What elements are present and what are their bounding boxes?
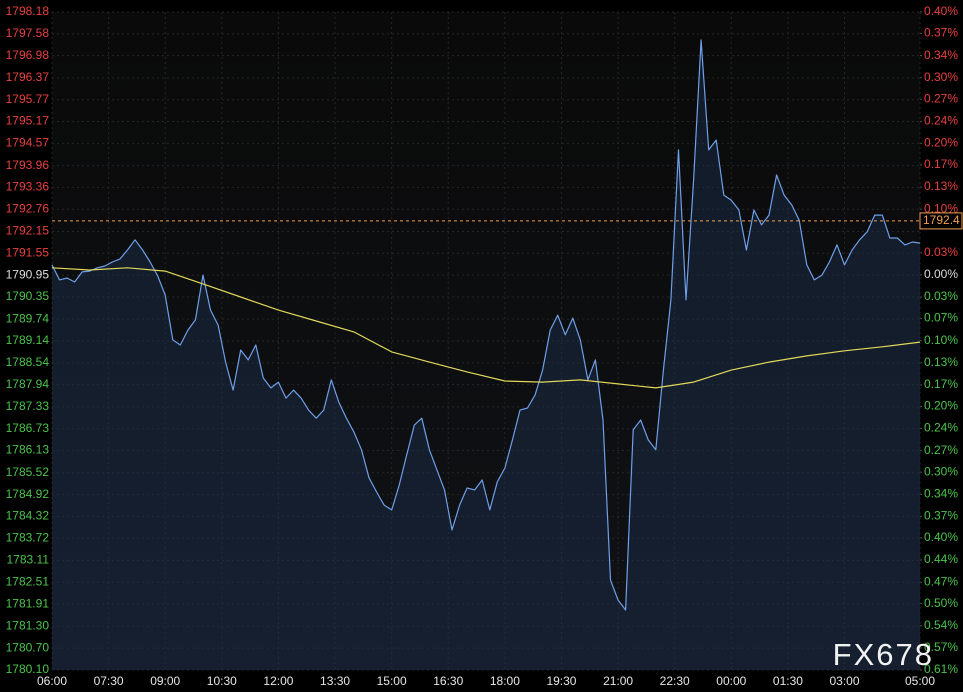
plot-area: [52, 12, 920, 670]
y-tick-label: 1795.17: [6, 114, 50, 128]
y-tick-label: 1781.91: [6, 596, 50, 610]
y2-tick-label: 0.61%: [924, 662, 958, 676]
y-tick-label: 1786.13: [6, 443, 50, 457]
x-tick-label: 15:00: [377, 674, 407, 688]
y2-tick-label: 0.24%: [924, 421, 958, 435]
last-price-box: [919, 212, 963, 230]
y2-tick-label: 0.00%: [924, 267, 958, 281]
x-tick-label: 19:30: [546, 674, 576, 688]
x-tick-label: 18:00: [490, 674, 520, 688]
y2-tick-label: 0.34%: [924, 48, 958, 62]
y2-tick-label: 0.10%: [924, 201, 958, 215]
y-tick-label: 1796.37: [6, 70, 50, 84]
y-tick-label: 1784.32: [6, 509, 50, 523]
y2-tick-label: 0.44%: [924, 552, 958, 566]
y2-tick-label: 0.30%: [924, 70, 958, 84]
x-tick-label: 12:00: [263, 674, 293, 688]
y-tick-label: 1786.73: [6, 421, 50, 435]
y2-tick-label: 0.27%: [924, 91, 958, 105]
y2-tick-label: 0.34%: [924, 486, 958, 500]
y-tick-label: 1793.36: [6, 180, 50, 194]
y2-tick-label: 0.37%: [924, 26, 958, 40]
y2-tick-label: 0.17%: [924, 157, 958, 171]
y2-tick-label: 0.37%: [924, 509, 958, 523]
y2-tick-label: 0.03%: [924, 289, 958, 303]
series-line: [51, 39, 921, 611]
x-tick-label: 21:00: [603, 674, 633, 688]
x-tick-label: 06:00: [37, 674, 67, 688]
y2-tick-label: 0.27%: [924, 443, 958, 457]
y-tick-label: 1792.15: [6, 224, 50, 238]
y-tick-label: 1782.51: [6, 574, 50, 588]
x-tick-label: 09:00: [150, 674, 180, 688]
y-tick-label: 1792.76: [6, 201, 50, 215]
x-tick-label: 01:30: [773, 674, 803, 688]
x-tick-label: 05:00: [905, 674, 935, 688]
y2-tick-label: 0.20%: [924, 399, 958, 413]
y-tick-label: 1789.74: [6, 311, 50, 325]
x-tick-label: 13:30: [320, 674, 350, 688]
watermark: FX678: [833, 637, 934, 672]
y2-tick-label: 0.40%: [924, 530, 958, 544]
y2-tick-label: 0.13%: [924, 355, 958, 369]
y-tick-label: 1798.18: [6, 4, 50, 18]
x-tick-label: 22:30: [660, 674, 690, 688]
x-tick-label: 00:00: [716, 674, 746, 688]
y2-tick-label: 0.30%: [924, 464, 958, 478]
y2-tick-label: 0.10%: [924, 333, 958, 347]
y2-tick-label: 0.03%: [924, 245, 958, 259]
y-tick-label: 1794.57: [6, 136, 50, 150]
y-tick-label: 1790.35: [6, 289, 50, 303]
y-tick-label: 1787.33: [6, 399, 50, 413]
y2-tick-label: 0.50%: [924, 596, 958, 610]
y-tick-label: 1796.98: [6, 48, 50, 62]
y2-tick-label: 0.40%: [924, 4, 958, 18]
price-area: [52, 40, 920, 670]
y-tick-label: 1783.11: [7, 553, 50, 567]
y-tick-label: 1793.96: [6, 158, 50, 172]
y-tick-label: 1785.52: [6, 465, 50, 479]
x-tick-label: 10:30: [207, 674, 237, 688]
y2-tick-label: 0.57%: [924, 640, 958, 654]
y-tick-label: 1790.95: [6, 267, 50, 281]
y-tick-label: 1791.55: [6, 245, 50, 259]
y2-tick-label: 0.13%: [924, 179, 958, 193]
y-tick-label: 1780.10: [6, 662, 50, 676]
y2-tick-label: 0.20%: [924, 136, 958, 150]
y-tick-label: 1789.14: [6, 333, 50, 347]
last-price-label: 1792.4: [923, 213, 960, 227]
y-tick-label: 1787.94: [6, 377, 50, 391]
y-tick-label: 1788.54: [6, 355, 50, 369]
y2-tick-label: 0.47%: [924, 574, 958, 588]
y2-tick-label: 0.54%: [924, 618, 958, 632]
y-tick-label: 1784.92: [6, 487, 50, 501]
x-tick-label: 16:30: [433, 674, 463, 688]
y-tick-label: 1797.58: [6, 26, 50, 40]
y-tick-label: 1783.72: [6, 530, 50, 544]
x-tick-label: 03:00: [830, 674, 860, 688]
y2-tick-label: 0.07%: [924, 311, 958, 325]
y-tick-label: 1780.70: [6, 640, 50, 654]
y-tick-label: 1781.30: [6, 618, 50, 632]
y2-tick-label: 0.17%: [924, 377, 958, 391]
series-line: [51, 267, 921, 389]
x-tick-label: 07:30: [94, 674, 124, 688]
y-tick-label: 1795.77: [6, 92, 50, 106]
y2-tick-label: 0.24%: [924, 114, 958, 128]
